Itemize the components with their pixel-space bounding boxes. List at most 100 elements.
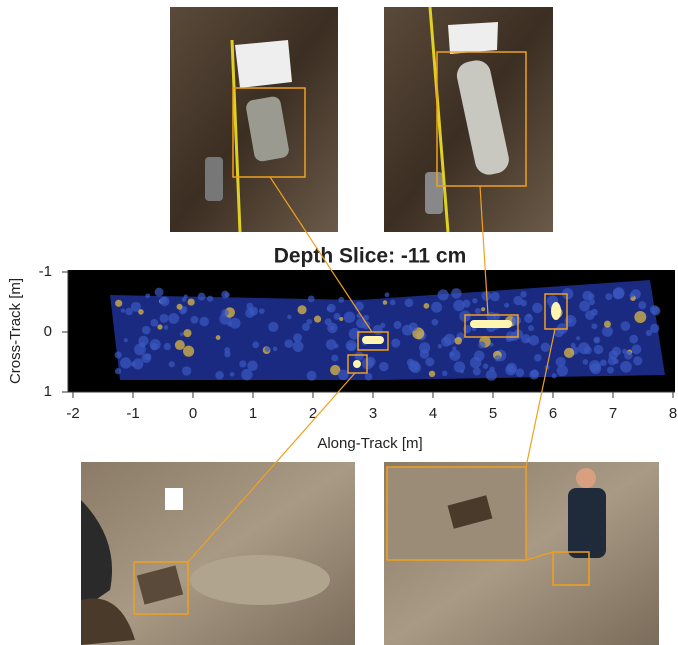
texture: [339, 317, 343, 321]
texture: [159, 314, 168, 323]
texture: [298, 305, 307, 314]
texture: [424, 303, 430, 309]
texture: [177, 304, 183, 310]
texture: [125, 308, 133, 316]
texture: [594, 345, 603, 354]
texture: [576, 336, 580, 340]
texture: [646, 330, 652, 336]
texture: [505, 365, 516, 376]
texture: [168, 313, 179, 324]
texture: [346, 340, 357, 351]
x-tick-label: 7: [609, 405, 617, 422]
texture: [516, 368, 525, 377]
texture: [145, 293, 150, 298]
texture: [394, 321, 402, 329]
texture: [224, 292, 229, 297]
texture: [650, 305, 659, 314]
texture: [589, 360, 601, 372]
texture: [273, 347, 278, 352]
texture: [326, 339, 337, 350]
texture: [441, 337, 451, 347]
texture: [327, 307, 331, 311]
texture: [306, 319, 312, 325]
texture: [591, 323, 597, 329]
texture: [506, 331, 515, 340]
chart-title: Depth Slice: -11 cm: [274, 245, 467, 268]
texture: [541, 343, 550, 352]
texture: [633, 356, 642, 365]
x-tick-label: 4: [429, 405, 437, 422]
texture: [528, 325, 534, 331]
figure: Depth Slice: -11 cm -2-1012345678-101 Al…: [0, 0, 678, 645]
texture: [314, 316, 321, 323]
texture: [583, 359, 589, 365]
texture: [164, 343, 171, 350]
texture: [483, 363, 488, 368]
texture: [493, 313, 500, 320]
texture: [390, 300, 396, 306]
texture: [121, 308, 125, 312]
texture: [355, 351, 364, 360]
texture: [564, 348, 574, 358]
x-tick-label: 3: [369, 405, 377, 422]
texture: [157, 324, 162, 329]
texture: [344, 312, 355, 323]
texture: [529, 370, 539, 380]
target: [362, 336, 384, 344]
texture: [585, 311, 594, 320]
x-tick-label: -1: [126, 405, 139, 422]
texture: [454, 361, 465, 372]
texture: [221, 309, 229, 317]
texture: [380, 323, 385, 328]
photo-top-left: [170, 7, 338, 232]
x-tick-label: 2: [309, 405, 317, 422]
texture: [115, 300, 122, 307]
texture: [629, 293, 634, 298]
texture: [293, 341, 304, 352]
texture: [634, 311, 646, 323]
texture: [115, 368, 121, 374]
texture: [241, 369, 252, 380]
texture: [138, 309, 144, 315]
texture: [355, 302, 364, 311]
texture: [442, 371, 448, 377]
texture: [308, 295, 315, 302]
texture: [183, 329, 191, 337]
texture: [265, 346, 270, 351]
x-tick-label: -2: [66, 405, 79, 422]
texture: [481, 307, 485, 311]
texture: [513, 296, 522, 305]
texture: [452, 346, 456, 350]
texture: [571, 343, 576, 348]
texture: [629, 335, 638, 344]
texture: [486, 370, 497, 381]
texture: [134, 344, 146, 356]
y-axis-label: Cross-Track [m]: [7, 278, 24, 384]
photo-bottom-left: [81, 462, 355, 645]
texture: [432, 319, 439, 326]
texture: [632, 344, 642, 354]
photo-top-right: [384, 7, 553, 232]
texture: [182, 297, 186, 301]
texture: [188, 298, 195, 305]
texture: [609, 350, 618, 359]
texture: [638, 301, 646, 309]
texture: [408, 360, 419, 371]
texture: [150, 339, 161, 350]
texture: [449, 351, 454, 356]
texture: [144, 353, 151, 360]
texture: [604, 321, 611, 328]
texture: [578, 342, 590, 354]
texture: [124, 338, 128, 342]
texture: [529, 335, 539, 345]
texture: [473, 367, 481, 375]
texture: [268, 322, 278, 332]
texture: [621, 321, 631, 331]
texture: [293, 333, 302, 342]
texture: [472, 298, 477, 303]
texture: [239, 360, 246, 367]
texture: [338, 297, 344, 303]
texture: [169, 361, 175, 367]
texture: [327, 323, 337, 333]
texture: [490, 292, 499, 301]
